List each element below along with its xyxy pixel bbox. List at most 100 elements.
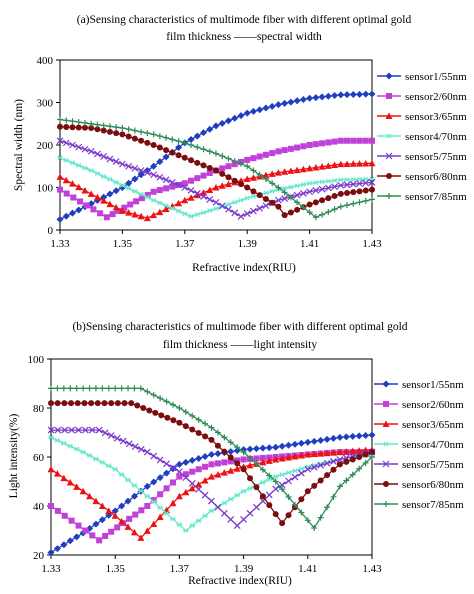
chart-a-legend-item: sensor6/80nm: [377, 171, 467, 183]
chart-b-data-point: [156, 474, 164, 482]
chart-b-data-point: [101, 400, 108, 407]
chart-a-data-point: [281, 147, 288, 154]
chart-b-data-point: [285, 512, 292, 519]
chart-a-data-point: [193, 190, 201, 197]
chart-a-data-point: [206, 170, 213, 177]
chart-a-data-point: [243, 109, 251, 117]
chart-b-data-point: [195, 480, 203, 488]
chart-a-data-point: [62, 176, 70, 184]
chart-b-data-point: [92, 520, 100, 528]
chart-a-data-point: [244, 184, 251, 191]
chart-b-data-point: [89, 532, 96, 539]
chart-b-x-tick-label: 1.33: [41, 563, 61, 575]
chart-a-data-point: [337, 181, 345, 189]
chart-a-data-point: [318, 93, 326, 101]
chart-a-data-point: [237, 197, 244, 203]
chart-a-data-point: [312, 199, 319, 206]
chart-b-data-point: [169, 479, 176, 486]
chart-b: (b)Sensing characteristics of multimode …: [8, 321, 464, 587]
chart-a-data-point: [337, 137, 344, 144]
chart-b-data-point: [60, 440, 67, 446]
chart-b-data-point: [88, 400, 95, 407]
chart-a-data-point: [88, 168, 95, 173]
chart-a-x-tick-label: 1.33: [50, 238, 70, 250]
chart-a-data-point: [200, 146, 207, 153]
chart-a-legend-swatch-marker: [386, 133, 392, 139]
chart-b-data-point: [114, 524, 121, 531]
chart-b-data-point: [291, 473, 299, 481]
chart-a-data-point: [256, 204, 264, 212]
chart-b-data-point: [291, 453, 299, 460]
chart-b-data-point: [285, 453, 293, 461]
chart-a-data-point: [337, 190, 344, 197]
chart-b-data-point: [101, 429, 109, 437]
chart-b-legend-label: sensor6/80nm: [402, 479, 464, 491]
chart-b-data-point: [291, 501, 298, 508]
chart-a-legend-item: sensor1/55nm: [377, 71, 467, 83]
chart-a-data-point: [156, 158, 164, 166]
chart-b-data-point: [143, 482, 151, 490]
chart-b-data-point: [336, 483, 343, 490]
chart-b-data-point: [253, 503, 260, 511]
chart-a-data-point: [156, 200, 163, 206]
chart-b-data-point: [208, 451, 215, 459]
chart-a-data-point: [169, 205, 176, 211]
chart-b-data-point: [138, 507, 145, 514]
chart-b-data-point: [157, 505, 164, 511]
chart-b-data-point: [137, 445, 145, 453]
chart-a-data-point: [249, 107, 257, 115]
chart-a-data-point: [231, 158, 238, 165]
chart-a-data-point: [97, 210, 104, 217]
chart-a-data-point: [75, 183, 83, 191]
chart-a-data-point: [287, 184, 294, 190]
chart-a-data-point: [287, 209, 294, 216]
chart-a-data-point: [325, 178, 332, 184]
chart-a-data-point: [81, 145, 89, 153]
chart-a-data-point: [212, 184, 220, 191]
chart-b-data-point: [92, 456, 99, 462]
chart-b-data-point: [266, 472, 273, 479]
chart-a-x-tick-label: 1.39: [238, 238, 258, 250]
chart-a-data-point: [131, 164, 139, 172]
chart-b-data-point: [189, 426, 196, 433]
chart-a-data-point: [63, 117, 70, 124]
chart-b-data-point: [195, 466, 202, 473]
chart-b-data-point: [285, 494, 292, 501]
chart-a-legend-swatch-marker: [386, 93, 392, 99]
chart-b-data-point: [68, 426, 76, 434]
chart-a-data-point: [188, 157, 195, 164]
chart-b-legend-item: sensor2/60nm: [374, 399, 464, 411]
chart-a-data-point: [175, 138, 182, 145]
chart-a-data-point: [106, 176, 113, 182]
chart-a-data-point: [275, 184, 282, 191]
chart-b-data-point: [163, 469, 171, 477]
chart-a-y-tick-label: 0: [48, 225, 54, 237]
chart-a-data-point: [57, 123, 63, 130]
chart-b-data-point: [134, 402, 141, 409]
chart-b-data-point: [74, 400, 81, 407]
chart-b-legend-swatch-marker: [383, 441, 389, 447]
chart-b-legend-item: sensor1/55nm: [374, 379, 464, 391]
chart-b-data-point: [169, 516, 176, 522]
chart-b-data-point: [234, 492, 241, 498]
chart-b-data-point: [105, 385, 112, 392]
chart-a-data-point: [362, 137, 369, 144]
chart-b-data-point: [60, 385, 67, 392]
chart-a-data-point: [181, 211, 188, 217]
chart-a-data-point: [144, 139, 151, 146]
chart-a-data-point: [362, 187, 369, 194]
chart-b-data-point: [279, 520, 286, 527]
chart-a-data-point: [219, 153, 226, 160]
chart-a-y-tick-label: 200: [37, 140, 54, 152]
chart-b-data-point: [68, 517, 75, 524]
chart-b-data-point: [220, 509, 228, 517]
chart-b-data-point: [130, 492, 138, 500]
chart-a-data-point: [169, 136, 176, 143]
chart-a-data-point: [331, 183, 338, 191]
chart-b-data-point: [86, 453, 93, 459]
chart-b-data-point: [253, 460, 260, 467]
chart-b-data-point: [169, 401, 176, 408]
chart-a-data-point: [144, 130, 151, 137]
chart-b-data-point: [125, 385, 132, 392]
chart-a-data-point: [94, 150, 101, 158]
